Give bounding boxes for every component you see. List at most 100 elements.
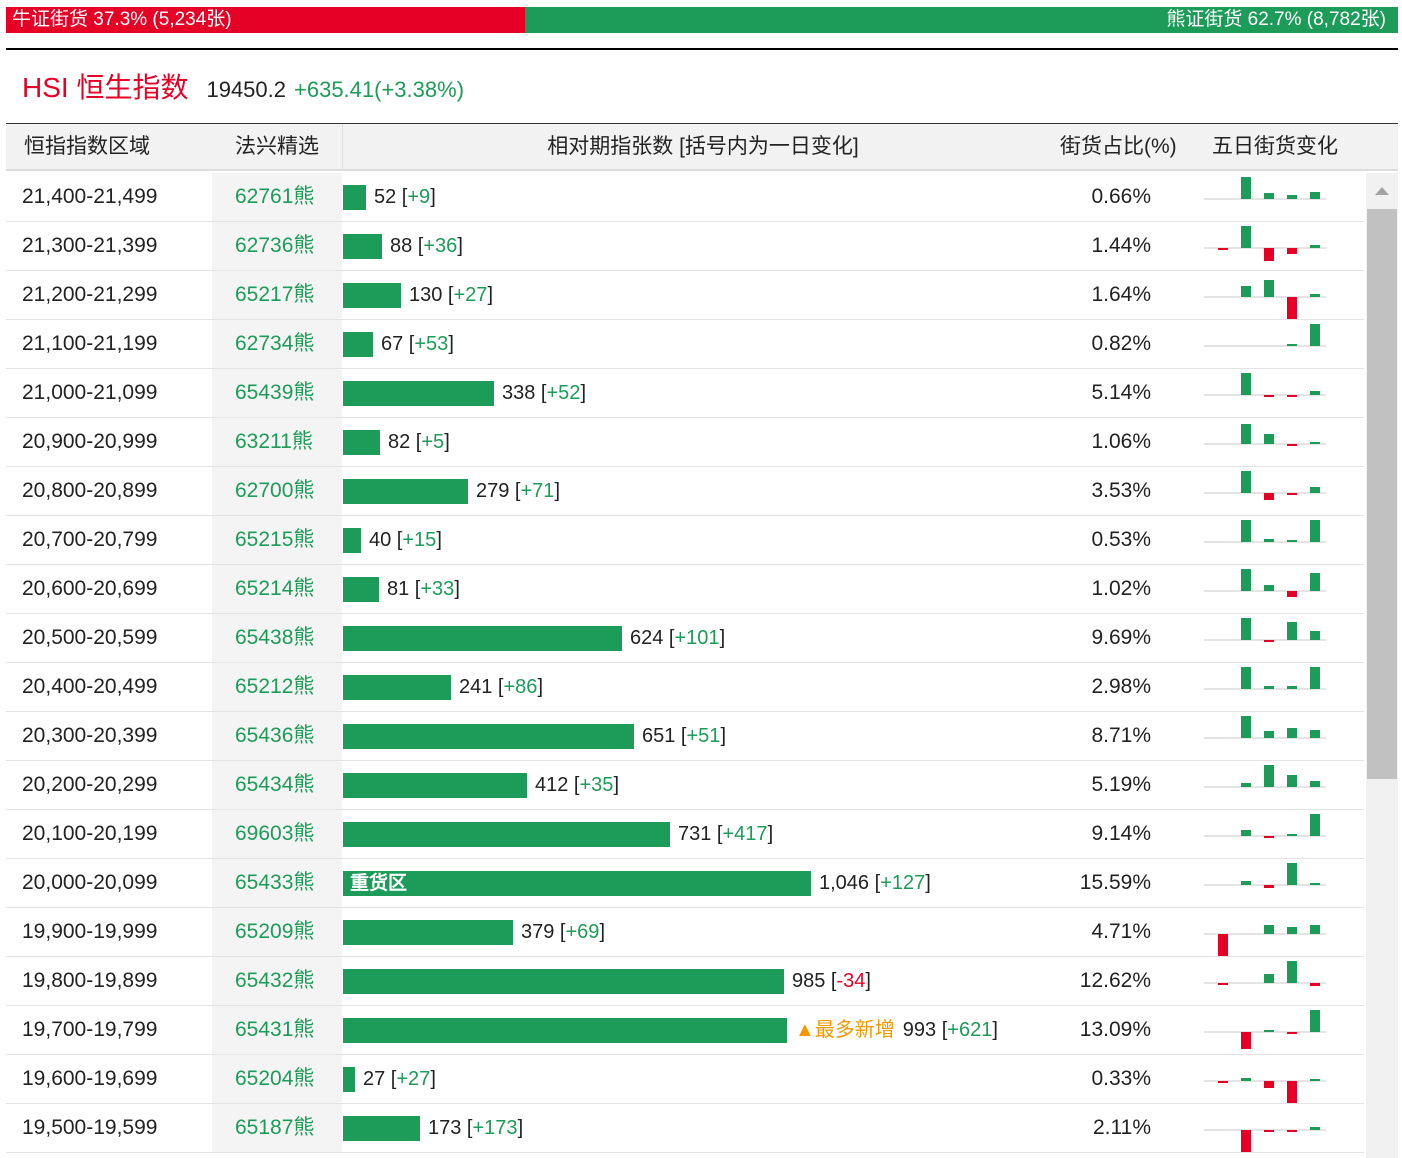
five-day-sparkline — [1204, 765, 1326, 788]
pick-cell: 65187熊 — [212, 1104, 342, 1152]
five-day-sparkline — [1204, 716, 1326, 739]
sparkline-bar — [1287, 622, 1297, 640]
table-row[interactable]: 20,400-20,499 65212熊 241 [+86] 2.98% — [6, 663, 1364, 712]
table-row[interactable]: 19,800-19,899 65432熊 985 [-34] 12.62% — [6, 957, 1364, 1006]
warrant-link[interactable]: 65217熊 — [235, 283, 315, 306]
sparkline-bar — [1287, 493, 1297, 495]
table-row[interactable]: 21,000-21,099 65439熊 338 [+52] 5.14% — [6, 369, 1364, 418]
five-day-sparkline — [1204, 667, 1326, 690]
sparkline-bar — [1264, 539, 1274, 542]
scroll-up-arrow-icon[interactable] — [1375, 187, 1389, 195]
sparkline-bar — [1287, 297, 1297, 319]
warrant-link[interactable]: 65431熊 — [235, 1018, 315, 1041]
pick-cell: 62734熊 — [212, 320, 342, 368]
sparkline-bar — [1310, 1127, 1320, 1130]
daily-change: +86 — [503, 676, 538, 698]
table-row[interactable]: 19,900-19,999 65209熊 379 [+69] 4.71% — [6, 908, 1364, 957]
zone-range: 20,300-20,399 — [22, 724, 158, 747]
warrant-link[interactable]: 65432熊 — [235, 969, 315, 992]
table-row[interactable]: 21,100-21,199 62734熊 67 [+53] 0.82% — [6, 320, 1364, 369]
qty-number: 27 — [363, 1068, 386, 1090]
sparkline-bar — [1241, 373, 1251, 395]
warrant-link[interactable]: 65212熊 — [235, 675, 315, 698]
qty-number: 67 — [381, 333, 404, 355]
sparkline-bar — [1241, 520, 1251, 542]
pick-cell: 65212熊 — [212, 663, 342, 711]
warrant-link[interactable]: 65436熊 — [235, 724, 315, 747]
sparkline-bar — [1264, 585, 1274, 591]
sparkline-bar — [1310, 573, 1320, 591]
warrant-link[interactable]: 65214熊 — [235, 577, 315, 600]
index-name[interactable]: HSI 恒生指数 — [22, 72, 189, 103]
five-day-sparkline — [1204, 520, 1326, 543]
share-percent: 0.66% — [1091, 185, 1151, 208]
sparkline-bar — [1287, 686, 1297, 689]
zone-range: 19,500-19,599 — [22, 1116, 158, 1139]
table-row[interactable]: 19,600-19,699 65204熊 27 [+27] 0.33% — [6, 1055, 1364, 1104]
heavy-zone-label: 重货区 — [350, 873, 408, 894]
warrant-link[interactable]: 62761熊 — [235, 185, 315, 208]
table-row[interactable]: 20,700-20,799 65215熊 40 [+15] 0.53% — [6, 516, 1364, 565]
zone-range: 20,400-20,499 — [22, 675, 158, 698]
warrant-link[interactable]: 69603熊 — [235, 822, 315, 845]
warrant-link[interactable]: 65439熊 — [235, 381, 315, 404]
sparkline-bar — [1241, 1130, 1251, 1152]
daily-change: +621 — [947, 1019, 993, 1041]
qty-bar: 重货区 — [343, 871, 811, 896]
zone-range: 21,200-21,299 — [22, 283, 158, 306]
warrant-link[interactable]: 65438熊 — [235, 626, 315, 649]
table-row[interactable]: 20,500-20,599 65438熊 624 [+101] 9.69% — [6, 614, 1364, 663]
table-row[interactable]: 21,200-21,299 65217熊 130 [+27] 1.64% — [6, 271, 1364, 320]
table-row[interactable]: 20,200-20,299 65434熊 412 [+35] 5.19% — [6, 761, 1364, 810]
table-row[interactable]: 21,300-21,399 62736熊 88 [+36] 1.44% — [6, 222, 1364, 271]
table-row[interactable]: 20,000-20,099 65433熊 重货区 1,046 [+127] 15.59% — [6, 859, 1364, 908]
share-percent: 0.53% — [1091, 528, 1151, 551]
table-row[interactable]: 20,300-20,399 65436熊 651 [+51] 8.71% — [6, 712, 1364, 761]
warrant-link[interactable]: 65209熊 — [235, 920, 315, 943]
qty-value: 985 [-34] — [792, 970, 871, 992]
warrant-link[interactable]: 62734熊 — [235, 332, 315, 355]
table-row[interactable]: 21,400-21,499 62761熊 52 [+9] 0.66% — [6, 173, 1364, 222]
sparkline-bar — [1287, 395, 1297, 397]
sparkline-bar — [1264, 765, 1274, 787]
warrant-link[interactable]: 65215熊 — [235, 528, 315, 551]
warrant-link[interactable]: 65434熊 — [235, 773, 315, 796]
sparkline-bar — [1310, 814, 1320, 836]
warrant-link[interactable]: 62736熊 — [235, 234, 315, 257]
scrollbar[interactable] — [1366, 173, 1398, 1158]
warrant-link[interactable]: 65433熊 — [235, 871, 315, 894]
table-row[interactable]: 20,900-20,999 63211熊 82 [+5] 1.06% — [6, 418, 1364, 467]
sparkline-bar — [1241, 783, 1251, 787]
qty-value: 241 [+86] — [459, 676, 543, 698]
warrant-link[interactable]: 63211熊 — [235, 430, 313, 453]
share-percent: 13.09% — [1079, 1018, 1151, 1041]
table-row[interactable]: 20,600-20,699 65214熊 81 [+33] 1.02% — [6, 565, 1364, 614]
warrant-link[interactable]: 62700熊 — [235, 479, 315, 502]
daily-change: +69 — [565, 921, 600, 943]
sparkline-bar — [1287, 834, 1297, 836]
scrollbar-thumb[interactable] — [1367, 209, 1397, 779]
warrant-link[interactable]: 65204熊 — [235, 1067, 315, 1090]
daily-change: +53 — [414, 333, 449, 355]
sparkline-bar — [1241, 830, 1251, 836]
qty-value: 338 [+52] — [502, 382, 586, 404]
qty-number: 651 — [642, 725, 676, 747]
sparkline-bar — [1241, 1032, 1251, 1049]
zone-range: 19,900-19,999 — [22, 920, 158, 943]
table-row[interactable]: 20,800-20,899 62700熊 279 [+71] 3.53% — [6, 467, 1364, 516]
qty-bar — [343, 969, 784, 994]
table-row[interactable]: 19,700-19,799 65431熊 ▲最多新增 993 [+621] 13.09% — [6, 1006, 1364, 1055]
qty-value: 88 [+36] — [390, 235, 463, 257]
table-row[interactable]: 19,500-19,599 65187熊 173 [+173] 2.11% — [6, 1104, 1364, 1153]
index-price: 19450.2 — [206, 77, 286, 102]
sparkline-bar — [1241, 177, 1251, 199]
pick-cell: 65438熊 — [212, 614, 342, 662]
sparkline-bar — [1241, 226, 1251, 248]
pick-cell: 65204熊 — [212, 1055, 342, 1103]
sparkline-bar — [1218, 983, 1228, 985]
qty-number: 624 — [630, 627, 664, 649]
warrant-link[interactable]: 65187熊 — [235, 1116, 315, 1139]
five-day-sparkline — [1204, 569, 1326, 597]
table-row[interactable]: 20,100-20,199 69603熊 731 [+417] 9.14% — [6, 810, 1364, 859]
zone-range: 20,900-20,999 — [22, 430, 158, 453]
